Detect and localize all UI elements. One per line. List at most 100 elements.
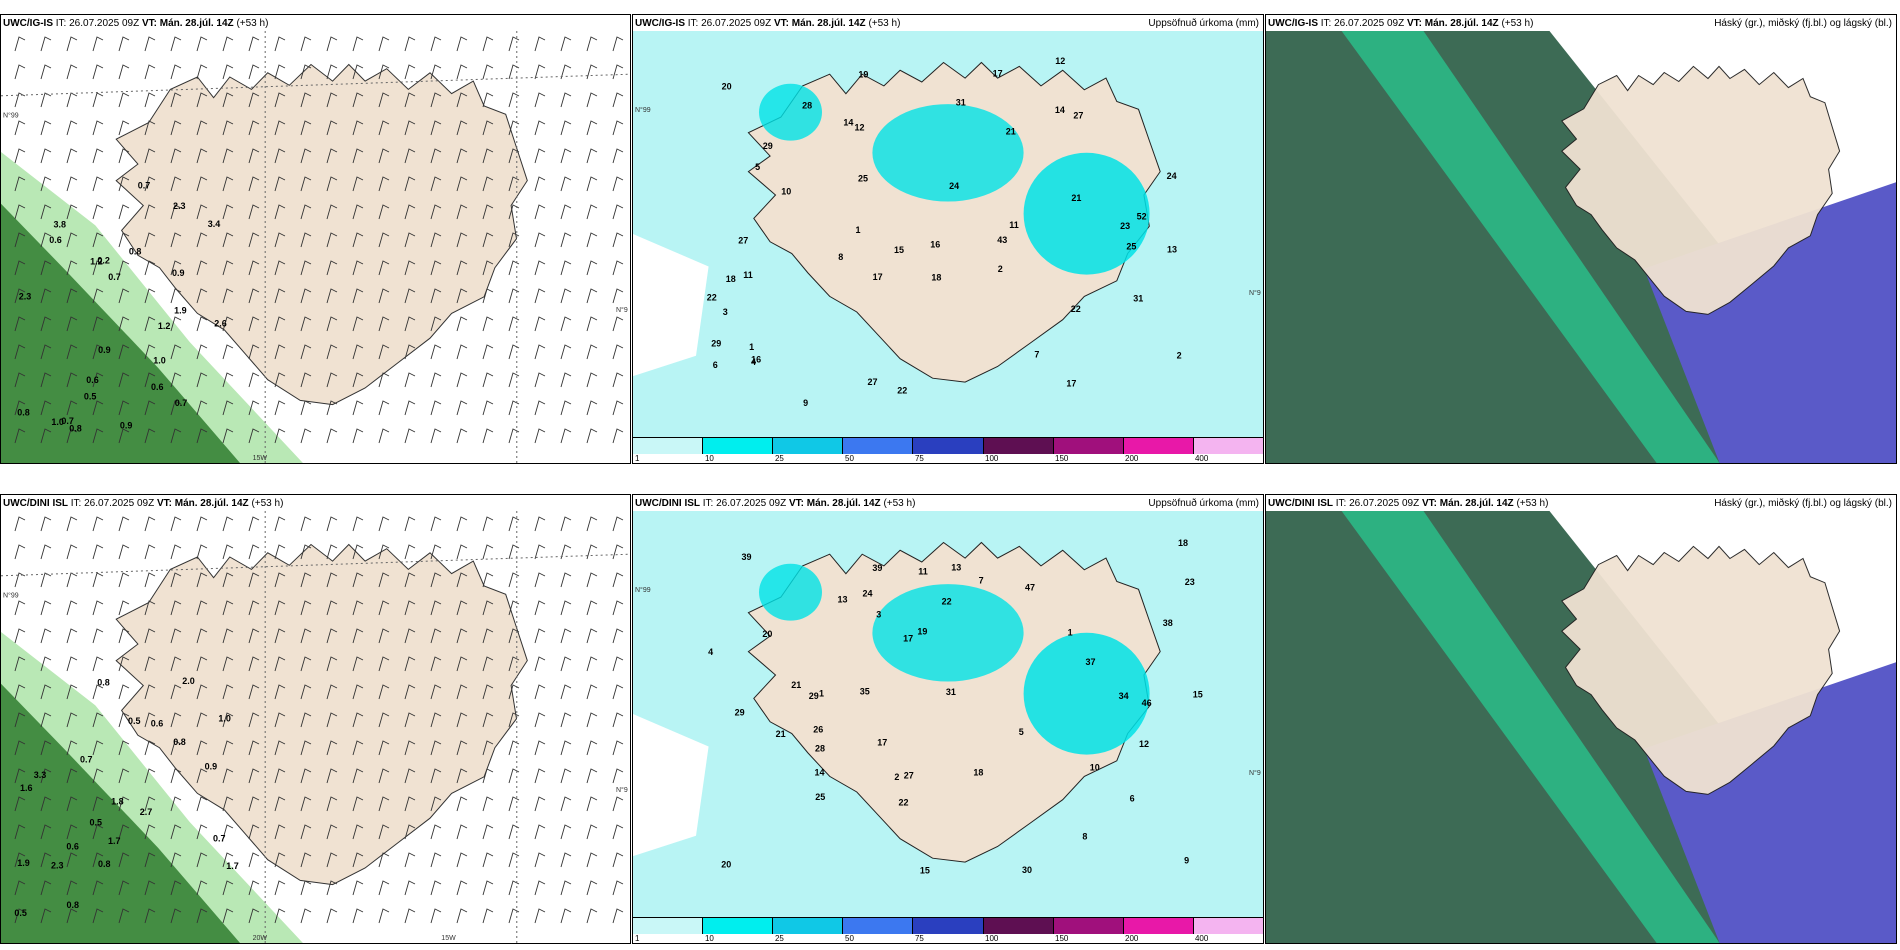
wind-barb [482, 36, 494, 52]
wind-barb [170, 852, 182, 868]
wind-barb [326, 880, 338, 896]
wind-barb [378, 400, 390, 416]
wind-barb [170, 600, 182, 616]
wind-barb [560, 796, 572, 812]
wind-barb [326, 428, 338, 444]
lead-time: (+53 h) [236, 18, 269, 29]
wind-barb [378, 796, 390, 812]
colorbar-labels: 1 10 25 50 75 100 150 200 400 [633, 454, 1263, 463]
wind-barb [482, 572, 494, 588]
wind-barb [40, 796, 52, 812]
wind-barb [92, 908, 104, 924]
value-label: 0.9 [120, 421, 133, 431]
wind-barb [404, 176, 416, 192]
wind-barb [118, 516, 130, 532]
colorbar-labels: 1 10 25 50 75 100 150 200 400 [633, 934, 1263, 943]
colorbar-tick-label: 1 [635, 454, 640, 463]
wind-barb [378, 544, 390, 560]
wind-barb [222, 628, 234, 644]
value-label: 0.9 [172, 268, 185, 278]
wind-barb [300, 684, 312, 700]
value-label: 1.8 [111, 797, 124, 807]
wind-barb [222, 64, 234, 80]
wind-barb [508, 36, 520, 52]
colorbar-swatch [773, 438, 844, 454]
wind-barb [118, 428, 130, 444]
value-label: 0.7 [138, 181, 151, 191]
wind-barb [586, 740, 598, 756]
wind-barb [430, 344, 442, 360]
wind-barb [560, 232, 572, 248]
wind-barb [612, 656, 624, 672]
wind-map: 0.7 0.9 0.8 0.7 0.9 0.9 1.0 0.8 0.7 0.6 0.5 0.6 1.2 2… [1, 31, 630, 463]
value-label: 29 [735, 708, 745, 718]
value-label: 2.3 [19, 292, 32, 302]
wind-barb [456, 372, 468, 388]
wind-barb [352, 428, 364, 444]
value-label: 3 [876, 610, 881, 620]
wind-barb [586, 232, 598, 248]
value-label: 1.0 [218, 714, 231, 724]
wind-barb [482, 544, 494, 560]
wind-barb [508, 92, 520, 108]
wind-barb [170, 204, 182, 220]
grid-coordinate-label: N°99 [635, 106, 651, 114]
wind-barb [170, 516, 182, 532]
wind-barb [118, 316, 130, 332]
wind-barb [560, 344, 572, 360]
wind-barb [378, 880, 390, 896]
wind-barb [144, 628, 156, 644]
wind-barb [118, 712, 130, 728]
model-name: UWC/IG-IS [1268, 18, 1318, 29]
colorbar-tick-label: 200 [1125, 454, 1139, 463]
wind-barb [612, 428, 624, 444]
wind-barb [118, 880, 130, 896]
wind-barb [66, 148, 78, 164]
wind-barb [612, 628, 624, 644]
wind-barb [378, 656, 390, 672]
wind-barb [196, 36, 208, 52]
wind-barb [92, 712, 104, 728]
wind-barb [222, 516, 234, 532]
wind-barb [456, 684, 468, 700]
value-label: 7 [979, 575, 984, 585]
wind-barb [534, 400, 546, 416]
wind-barb [170, 428, 182, 444]
wind-barb [144, 516, 156, 532]
wind-barb [430, 64, 442, 80]
value-label: 0.7 [61, 416, 74, 426]
wind-barb [40, 120, 52, 136]
wind-barb [404, 544, 416, 560]
colorbar-tick-label: 1 [635, 934, 640, 943]
wind-barb [40, 288, 52, 304]
value-label: 9 [803, 398, 808, 408]
wind-barb [14, 628, 26, 644]
wind-barb [586, 344, 598, 360]
wind-barb [534, 288, 546, 304]
value-label: 14 [815, 767, 825, 777]
wind-barb [482, 400, 494, 416]
wind-barb [508, 176, 520, 192]
wind-barb [534, 176, 546, 192]
wind-barb [326, 684, 338, 700]
wind-barb [300, 908, 312, 924]
value-label: 15 [920, 865, 930, 875]
wind-barb [196, 824, 208, 840]
wind-barb [300, 824, 312, 840]
value-label: 0.8 [17, 407, 30, 417]
value-label: 0.8 [69, 424, 82, 434]
model-name: UWC/DINI ISL [3, 498, 68, 509]
wind-barb [534, 120, 546, 136]
wind-barb [404, 628, 416, 644]
wind-barb [534, 64, 546, 80]
wind-barb [222, 572, 234, 588]
wind-barb [378, 64, 390, 80]
rain-area-heavy [1, 683, 241, 943]
wind-barb [40, 712, 52, 728]
wind-barb [534, 232, 546, 248]
panel-title: Háský (gr.), miðský (fj.bl.) og lágský (… [1714, 18, 1892, 29]
wind-barb [144, 92, 156, 108]
wind-barb [404, 600, 416, 616]
wind-barb [456, 148, 468, 164]
wind-barb [248, 572, 260, 588]
